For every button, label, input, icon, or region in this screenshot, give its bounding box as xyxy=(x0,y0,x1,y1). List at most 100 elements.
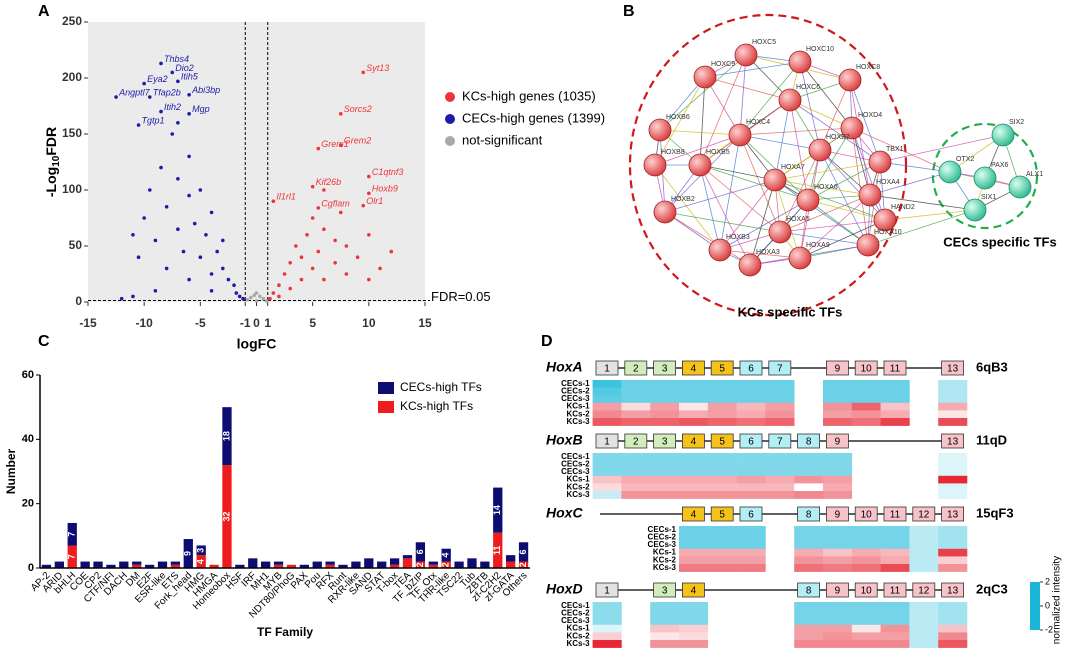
heat-cell xyxy=(851,602,881,610)
heat-cell xyxy=(679,632,709,641)
point xyxy=(164,266,169,271)
heat-cell xyxy=(823,460,853,469)
node-label: HOXB2 xyxy=(671,196,695,203)
node xyxy=(963,198,987,222)
gene-box xyxy=(883,360,907,376)
edge xyxy=(807,199,886,221)
y-axis-label-part: FDR xyxy=(43,127,59,156)
bar-segment xyxy=(132,564,142,568)
gene-number: 11 xyxy=(890,510,901,521)
gene-number: 4 xyxy=(691,586,697,597)
heat-cell xyxy=(851,556,881,565)
gene-number: 8 xyxy=(806,437,812,448)
gene-box xyxy=(883,582,907,598)
point xyxy=(288,261,293,265)
edge xyxy=(774,179,801,259)
cluster-name: HoxA xyxy=(546,359,583,375)
edge xyxy=(799,194,871,259)
heat-cell xyxy=(909,533,939,542)
bar-segment xyxy=(441,561,451,568)
gene-box xyxy=(912,582,936,598)
edge xyxy=(779,149,821,233)
heat-cell xyxy=(592,640,622,648)
value-label: 18 xyxy=(221,431,231,441)
heat-cell xyxy=(851,526,881,534)
node xyxy=(808,138,832,162)
heat-cell xyxy=(851,564,881,572)
heat-cell xyxy=(679,526,709,534)
edge xyxy=(739,61,801,136)
node xyxy=(973,166,997,190)
x-tick-label: 5 xyxy=(309,316,316,330)
bar-segment xyxy=(196,555,206,568)
heat-cell xyxy=(650,453,680,461)
bar-segment xyxy=(428,561,438,565)
colorbar-tick-label: 0 xyxy=(1045,600,1050,610)
x-tick-label: -15 xyxy=(79,316,97,330)
panel-letter: C xyxy=(38,333,50,350)
heat-cell xyxy=(621,460,651,469)
heat-cell xyxy=(592,617,622,626)
heat-cell xyxy=(938,380,968,388)
heat-cell xyxy=(650,609,680,618)
edge xyxy=(819,149,869,246)
heat-cell xyxy=(794,453,824,461)
point xyxy=(254,291,259,295)
node xyxy=(838,68,862,92)
heat-cell xyxy=(736,526,766,534)
heat-cell xyxy=(794,609,824,618)
heat-cell xyxy=(650,602,680,610)
cluster-name: HoxD xyxy=(546,581,583,597)
edge xyxy=(774,161,881,181)
gene-box xyxy=(624,360,648,376)
heat-cell xyxy=(938,602,968,610)
heat-cell xyxy=(909,617,939,626)
gene-point xyxy=(147,95,152,99)
value-label: 4 xyxy=(196,559,206,564)
heat-cell xyxy=(823,556,853,565)
x-tick-label: 10 xyxy=(362,316,376,330)
gene-box xyxy=(941,433,964,449)
node-label: HOXB8 xyxy=(661,149,685,156)
heat-cell xyxy=(909,548,939,557)
gene-label: Tgtp1 xyxy=(142,115,165,125)
bar-segment xyxy=(106,564,116,568)
gene-number: 3 xyxy=(662,364,668,375)
heat-cell xyxy=(880,556,910,565)
gene-number: 1 xyxy=(604,586,610,597)
heat-cell xyxy=(679,491,709,499)
bar-segment xyxy=(493,487,503,533)
gene-box xyxy=(797,433,820,449)
heat-cell xyxy=(707,491,737,499)
point xyxy=(367,233,371,237)
gene-number: 9 xyxy=(835,437,841,448)
bar-segment xyxy=(364,558,374,568)
gene-label: Olr1 xyxy=(366,196,383,206)
group-label: KCs specific TFs xyxy=(738,304,843,319)
gene-label: Grem2 xyxy=(344,136,372,146)
heat-cell xyxy=(880,624,910,633)
gene-number: 4 xyxy=(691,437,697,448)
gene-label: Thbs4 xyxy=(164,54,189,64)
heat-cell xyxy=(765,483,795,492)
heat-cell xyxy=(938,387,968,396)
gene-number: 2 xyxy=(633,437,639,448)
x-tick-label: 1 xyxy=(264,316,271,330)
value-label: 2 xyxy=(415,562,425,567)
heat-cell xyxy=(650,460,680,469)
bar-segment xyxy=(273,564,284,568)
heat-cell xyxy=(909,556,939,565)
gene-number: 8 xyxy=(806,510,812,521)
gene-box xyxy=(854,506,878,522)
point xyxy=(333,238,337,243)
heat-cell xyxy=(621,410,651,419)
gene-number: 3 xyxy=(662,437,668,448)
gene-label: Il1rl1 xyxy=(276,192,296,202)
gene-point xyxy=(367,174,371,179)
gene-box xyxy=(854,582,878,598)
y-tick-label: 50 xyxy=(69,238,83,252)
colorbar xyxy=(1030,582,1040,630)
heat-cell xyxy=(592,387,622,396)
bar-segment xyxy=(312,561,322,568)
